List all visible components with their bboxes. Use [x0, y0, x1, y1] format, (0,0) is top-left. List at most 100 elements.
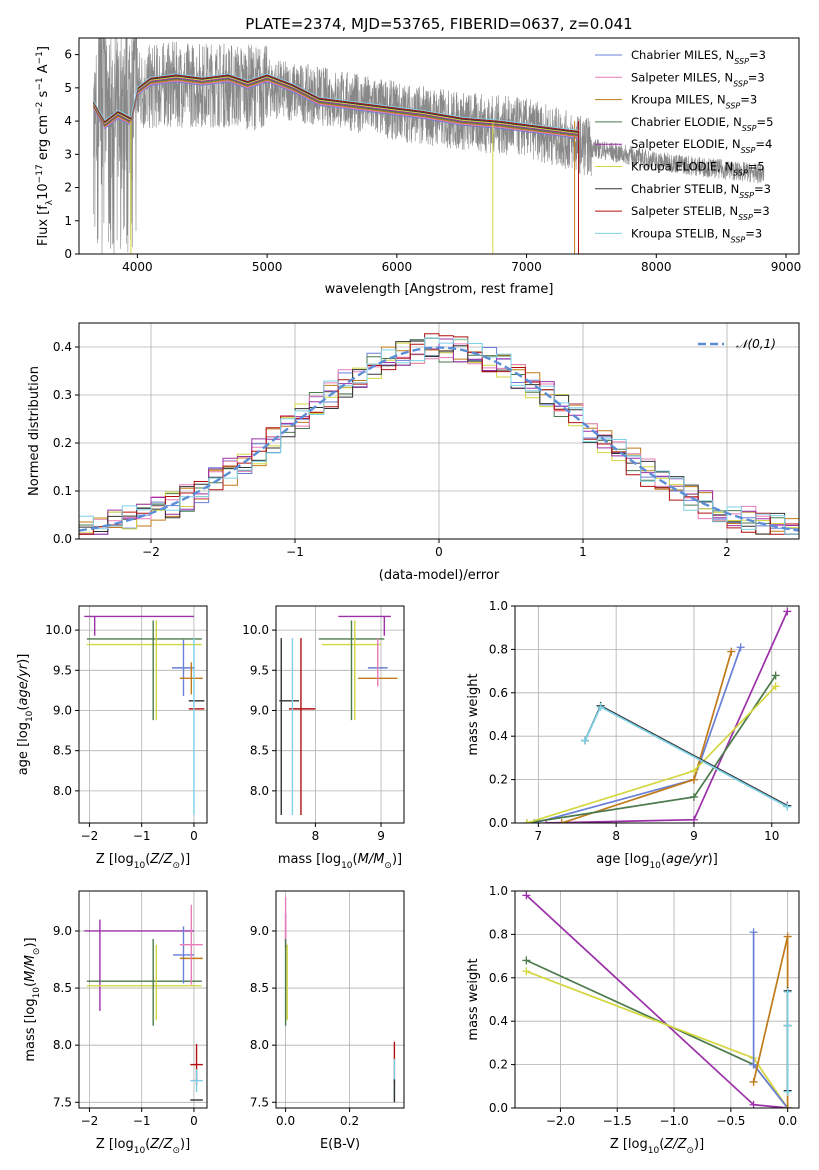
series-marker — [689, 775, 698, 784]
legend-label-end: =3 — [749, 48, 766, 62]
y-tick-label: 0.4 — [489, 1014, 508, 1028]
label-part: Z/Z — [149, 1137, 173, 1152]
axes-frame — [514, 605, 800, 824]
y-axis-label: mass weight — [466, 673, 481, 755]
x-tick-label: 7 — [535, 829, 543, 843]
label-part: mass [log — [23, 998, 38, 1061]
legend-label-sub: SSP — [742, 123, 757, 132]
x-tick-label: 0.2 — [340, 1114, 359, 1128]
x-tick-label: −1 — [133, 1114, 151, 1128]
series-marker — [522, 819, 531, 823]
legend-label-main: Chabrier STELIB, N — [631, 182, 739, 196]
legend-label-end: =5 — [757, 115, 774, 129]
panel-massweight-vs-age: 7 8 9 10 0.0 0.2 0.4 0.6 0.8 1.0 mass weight age [l… — [466, 599, 800, 871]
series-marker — [689, 766, 698, 775]
y-tick-label: 9.5 — [53, 663, 72, 677]
label-part: age [log — [596, 852, 649, 867]
y-tick-label: 7.5 — [53, 1095, 72, 1109]
axes-frame — [514, 890, 800, 1109]
label-part: 10 — [32, 987, 42, 999]
series-marker — [522, 967, 531, 976]
label-part: 10 — [25, 710, 35, 722]
y-tick-label: 8.5 — [53, 744, 72, 758]
y-axis-label: age [log10(age/yr)] — [16, 654, 35, 776]
x-tick-label: 4000 — [122, 260, 153, 274]
label-part: )] — [694, 1137, 704, 1152]
y-tick-label: 8.0 — [250, 1038, 269, 1052]
legend-label: Kroupa ELODIE, NSSP=5 — [631, 160, 765, 178]
legend-label-sub: SSP — [741, 146, 756, 155]
x-axis-label: Z [log10(Z/Z⊙)] — [610, 1137, 704, 1156]
label-part: −1 — [35, 77, 45, 90]
y-tick-label: 3 — [64, 147, 72, 161]
y-tick-label: 7.5 — [250, 1095, 269, 1109]
panel-mass-vs-Z: −2 −1 07.58.08.59.0Z [log10(Z/Z⊙)]mass [lo… — [23, 890, 208, 1156]
histogram-series — [79, 333, 799, 535]
y-tick-label: 8.0 — [53, 784, 72, 798]
label-part: A — [36, 64, 51, 77]
label-part: age [log — [16, 722, 31, 775]
label-part: 10 — [649, 861, 661, 871]
label-part: ( — [16, 706, 31, 711]
x-tick-label: 5000 — [252, 260, 283, 274]
y-tick-label: 1.0 — [489, 599, 508, 613]
x-tick-label: −2 — [81, 829, 99, 843]
panel-mass-vs-ebv: 0.0 0.2 7.5 8.0 8.5 9.0 E(B-V) — [250, 890, 405, 1152]
label-part: Z/Z — [149, 852, 173, 867]
y-tick-label: 5 — [64, 81, 72, 95]
y-tick-label: 8.5 — [250, 744, 269, 758]
y-tick-label: 8.0 — [250, 784, 269, 798]
series-marker — [749, 1077, 758, 1086]
plot-area — [522, 891, 792, 1108]
plot-area — [522, 607, 792, 823]
x-tick-label: 8 — [612, 829, 620, 843]
x-tick-label: 8 — [312, 829, 320, 843]
label-part: ( — [353, 852, 358, 867]
legend-label: Chabrier STELIB, NSSP=3 — [631, 182, 771, 200]
legend-label: Kroupa MILES, NSSP=3 — [631, 93, 757, 111]
y-tick-label: 0.3 — [53, 388, 72, 402]
x-tick-label: 7000 — [511, 260, 542, 274]
y-tick-label: 9.5 — [250, 663, 269, 677]
label-part: −17 — [35, 164, 45, 183]
label-part: 10 — [648, 1146, 660, 1156]
axes-frame — [275, 605, 405, 824]
label-part: )] — [16, 654, 31, 664]
series-marker — [783, 932, 792, 941]
legend-label: 𝒩(0,1) — [736, 337, 776, 351]
y-axis-label: Normed distribution — [27, 366, 42, 496]
x-tick-label: −1 — [133, 829, 151, 843]
label-part: ( — [145, 852, 150, 867]
label-part: mass [log — [278, 852, 341, 867]
histogram-series — [79, 337, 799, 535]
legend-label-main: Salpeter STELIB, N — [631, 204, 738, 218]
x-tick-label: −1.0 — [659, 1114, 688, 1128]
y-tick-label: 0.6 — [489, 686, 508, 700]
y-axis-label: mass weight — [466, 958, 481, 1040]
legend-label-end: =5 — [748, 160, 765, 174]
legend-label: Salpeter STELIB, NSSP=3 — [631, 204, 770, 222]
legend-label-main: Chabrier ELODIE, N — [631, 115, 742, 129]
y-tick-label: 0.0 — [489, 1101, 508, 1115]
x-axis-label: E(B-V) — [320, 1137, 360, 1152]
series-marker — [689, 815, 698, 823]
series-marker — [749, 1060, 758, 1069]
y-tick-label: 0.2 — [489, 773, 508, 787]
label-part: 10 — [341, 861, 353, 871]
x-tick-label: −2.0 — [546, 1114, 575, 1128]
series-marker — [749, 1100, 758, 1108]
legend-label-sub: SSP — [731, 235, 746, 244]
y-axis-label: Flux [fλ10−17 erg cm−2 s−1 A−1] — [35, 46, 55, 246]
label-part: Z [log — [96, 852, 134, 867]
label-part: )] — [23, 937, 38, 947]
panel-massweight-vs-Z: −2.0 −1.5 −1.0 −0.5 0.0 0.0 0.2 0.4 0.6 0.8 1.0 mas… — [466, 884, 800, 1156]
x-tick-label: 2 — [723, 545, 731, 559]
y-tick-label: 0.2 — [53, 436, 72, 450]
x-axis-label: mass [log10(M/M⊙)] — [278, 852, 402, 871]
label-part: )] — [708, 852, 718, 867]
axes-frame — [78, 37, 800, 255]
label-part: )] — [180, 1137, 190, 1152]
legend-label-sub: SSP — [739, 190, 754, 199]
plot-area — [279, 615, 398, 815]
